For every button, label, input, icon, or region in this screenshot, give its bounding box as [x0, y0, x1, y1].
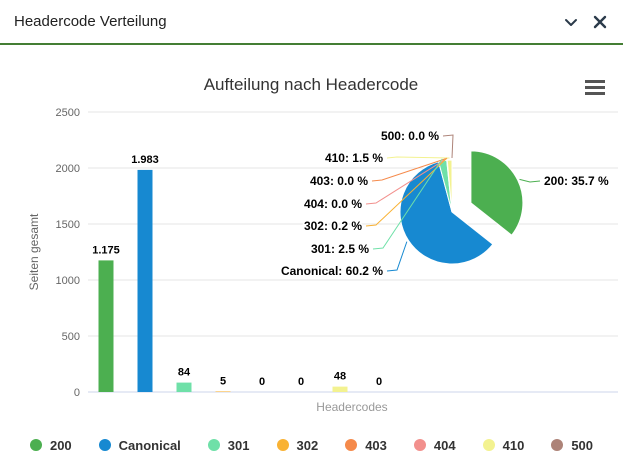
y-axis-title: Seiten gesamt [27, 213, 41, 290]
export-menu-icon[interactable] [585, 80, 605, 95]
pie-connector-403 [371, 157, 448, 182]
pie-connector-500 [442, 134, 454, 159]
legend-marker-500 [551, 439, 564, 451]
collapse-button[interactable] [561, 12, 581, 32]
widget-header: Headercode Verteilung [0, 0, 623, 45]
pie-label-410: 410: 1.5 % [325, 151, 383, 165]
legend-item-Canonical[interactable]: Canonical [98, 437, 181, 453]
legend-label-301: 301 [227, 437, 250, 453]
bar-value-label: 48 [334, 371, 346, 383]
pie-label-Canonical: Canonical: 60.2 % [281, 264, 383, 278]
bar-302[interactable] [215, 391, 231, 392]
bars-layer: 1.175 1.983 84 5 0 0 48 0 [91, 152, 384, 392]
chart-legend: 200 Canonical 301 302 403 404 410 500 [0, 422, 623, 468]
widget-header-icons [561, 12, 609, 32]
legend-item-302[interactable]: 302 [276, 437, 319, 453]
pie-connector-301 [372, 158, 443, 250]
pie-connector-Canonical [386, 241, 408, 272]
legend-label-403: 403 [365, 437, 387, 453]
legend-item-403[interactable]: 403 [345, 438, 387, 453]
legend-marker-302 [276, 439, 289, 451]
legend-label-302: 302 [296, 437, 319, 453]
legend-label-410: 410 [502, 437, 525, 453]
pie-connector-302 [365, 157, 448, 227]
legend-item-200[interactable]: 200 [29, 437, 72, 453]
legend-marker-404 [413, 439, 426, 451]
pie-label-403: 403: 0.0 % [310, 174, 368, 188]
bar-value-label: 0 [376, 376, 382, 388]
y-axis-tick-label: 2000 [56, 163, 80, 175]
legend-item-410[interactable]: 410 [482, 437, 525, 453]
bar-value-label: 1.983 [131, 154, 159, 166]
bar-value-label: 5 [220, 375, 226, 387]
bar-Canonical[interactable] [137, 169, 153, 392]
pie-layer: 500: 0.0 % 410: 1.5 % 403: 0.0 % 404: 0.0 %… [279, 128, 610, 280]
chart-title: Aufteilung nach Headercode [204, 75, 419, 94]
bar-200[interactable] [98, 260, 114, 392]
y-axis-tick-label: 1500 [56, 219, 80, 231]
close-button[interactable] [591, 13, 609, 31]
legend-item-301[interactable]: 301 [207, 437, 250, 453]
pie-label-302: 302: 0.2 % [304, 219, 362, 233]
legend-marker-403 [345, 439, 358, 451]
bar-value-label: 84 [178, 367, 191, 379]
legend-item-404[interactable]: 404 [413, 437, 456, 453]
legend-marker-200 [29, 439, 42, 451]
y-axis-tick-label: 2500 [56, 107, 80, 119]
legend-label-404: 404 [433, 437, 456, 453]
pie-label-404: 404: 0.0 % [304, 197, 362, 211]
legend-label-Canonical: Canonical [118, 437, 181, 453]
x-axis-title: Headercodes [316, 400, 387, 414]
y-axis-tick-label: 500 [62, 331, 80, 343]
legend-item-500[interactable]: 500 [551, 438, 593, 453]
chevron-down-icon [565, 18, 577, 26]
pie-slice-410[interactable] [446, 159, 453, 213]
pie-label-500: 500: 0.0 % [381, 129, 439, 143]
chart-region: 0 500 1000 1500 2000 2500 Aufteilung nach Hea… [0, 45, 623, 422]
y-axis-tick-label: 1000 [56, 275, 80, 287]
pie-label-301: 301: 2.5 % [311, 242, 369, 256]
legend-label-500: 500 [571, 437, 594, 453]
bar-value-label: 1.175 [92, 244, 120, 256]
y-axis-tick-label: 0 [74, 387, 80, 399]
pie-connector-200 [519, 178, 541, 183]
legend-marker-301 [207, 439, 220, 451]
bar-value-label: 0 [298, 376, 304, 388]
pie-label-200: 200: 35.7 % [544, 174, 609, 188]
bar-301[interactable] [176, 382, 192, 392]
widget-title: Headercode Verteilung [14, 13, 167, 30]
pie-connector-410 [386, 156, 450, 159]
pie-slice-200[interactable] [470, 150, 524, 236]
pie-connector-404 [365, 157, 448, 205]
legend-marker-410 [482, 439, 495, 451]
bar-value-label: 0 [259, 376, 265, 388]
bar-410[interactable] [332, 386, 348, 392]
close-icon [593, 15, 607, 28]
legend-marker-Canonical [98, 439, 111, 451]
legend-label-200: 200 [49, 437, 72, 453]
